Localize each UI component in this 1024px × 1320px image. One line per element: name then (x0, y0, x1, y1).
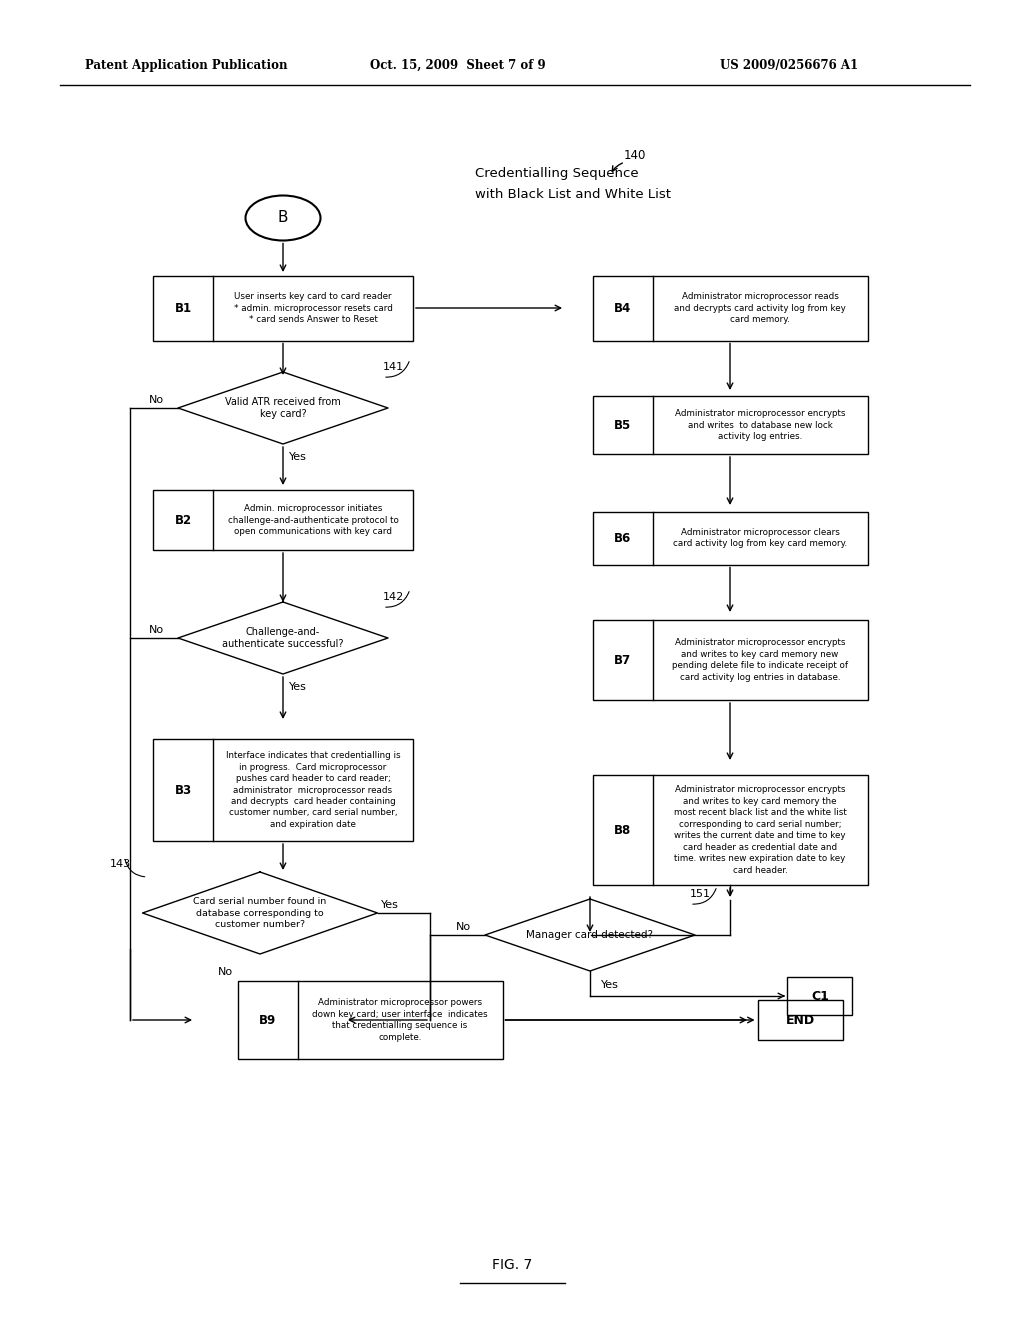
Text: with Black List and White List: with Black List and White List (475, 189, 671, 202)
Text: No: No (217, 968, 232, 977)
Text: Oct. 15, 2009  Sheet 7 of 9: Oct. 15, 2009 Sheet 7 of 9 (370, 58, 546, 71)
Text: B5: B5 (613, 418, 631, 432)
Text: B4: B4 (613, 301, 631, 314)
Text: Interface indicates that credentialling is
in progress.  Card microprocessor
pus: Interface indicates that credentialling … (225, 751, 400, 829)
Text: Challenge-and-
authenticate successful?: Challenge-and- authenticate successful? (222, 627, 344, 649)
Bar (593, 775, 867, 884)
Text: B7: B7 (614, 653, 631, 667)
Text: Administrator microprocessor encrypts
and writes  to database new lock
activity : Administrator microprocessor encrypts an… (675, 409, 845, 441)
Text: Admin. microprocessor initiates
challenge-and-authenticate protocol to
open comm: Admin. microprocessor initiates challeng… (227, 504, 398, 536)
Text: 140: 140 (624, 149, 646, 161)
Text: Administrator microprocessor encrypts
and writes to key card memory the
most rec: Administrator microprocessor encrypts an… (674, 785, 847, 875)
Text: Administrator microprocessor powers
down key card; user interface  indicates
tha: Administrator microprocessor powers down… (312, 998, 487, 1041)
Bar (593, 620, 867, 700)
Text: END: END (785, 1014, 814, 1027)
Text: Yes: Yes (381, 900, 398, 909)
Text: Yes: Yes (289, 451, 307, 462)
Text: Administrator microprocessor reads
and decrypts card activity log from key
card : Administrator microprocessor reads and d… (674, 292, 846, 323)
Text: B8: B8 (613, 824, 631, 837)
Text: No: No (148, 624, 164, 635)
Text: Administrator microprocessor encrypts
and writes to key card memory new
pending : Administrator microprocessor encrypts an… (672, 639, 848, 681)
Bar (593, 276, 867, 341)
Text: US 2009/0256676 A1: US 2009/0256676 A1 (720, 58, 858, 71)
Text: User inserts key card to card reader
* admin. microprocessor resets card
* card : User inserts key card to card reader * a… (233, 292, 392, 323)
Text: B1: B1 (174, 301, 191, 314)
Text: No: No (148, 395, 164, 405)
Text: B2: B2 (174, 513, 191, 527)
Text: Credentialling Sequence: Credentialling Sequence (475, 166, 639, 180)
Text: B: B (278, 210, 288, 226)
Text: No: No (456, 921, 471, 932)
Text: 143: 143 (110, 859, 131, 869)
Bar (238, 981, 503, 1059)
Text: 142: 142 (382, 591, 403, 602)
Text: B3: B3 (174, 784, 191, 796)
Bar (758, 1001, 843, 1040)
Bar (593, 512, 867, 565)
Bar (787, 977, 853, 1015)
Text: Manager card detected?: Manager card detected? (526, 931, 653, 940)
Text: Yes: Yes (601, 979, 618, 990)
Bar (153, 276, 413, 341)
Text: C1: C1 (811, 990, 829, 1002)
Text: Administrator microprocessor clears
card activity log from key card memory.: Administrator microprocessor clears card… (673, 528, 847, 548)
Bar (593, 396, 867, 454)
Text: B9: B9 (259, 1014, 276, 1027)
Text: 151: 151 (689, 888, 711, 899)
Text: Card serial number found in
database corresponding to
customer number?: Card serial number found in database cor… (194, 898, 327, 928)
Text: Valid ATR received from
key card?: Valid ATR received from key card? (225, 397, 341, 420)
Text: Yes: Yes (289, 682, 307, 692)
Bar (153, 739, 413, 841)
Text: 141: 141 (382, 362, 403, 372)
Text: B6: B6 (613, 532, 631, 545)
Text: FIG. 7: FIG. 7 (492, 1258, 532, 1272)
Text: Patent Application Publication: Patent Application Publication (85, 58, 288, 71)
Bar (153, 490, 413, 550)
